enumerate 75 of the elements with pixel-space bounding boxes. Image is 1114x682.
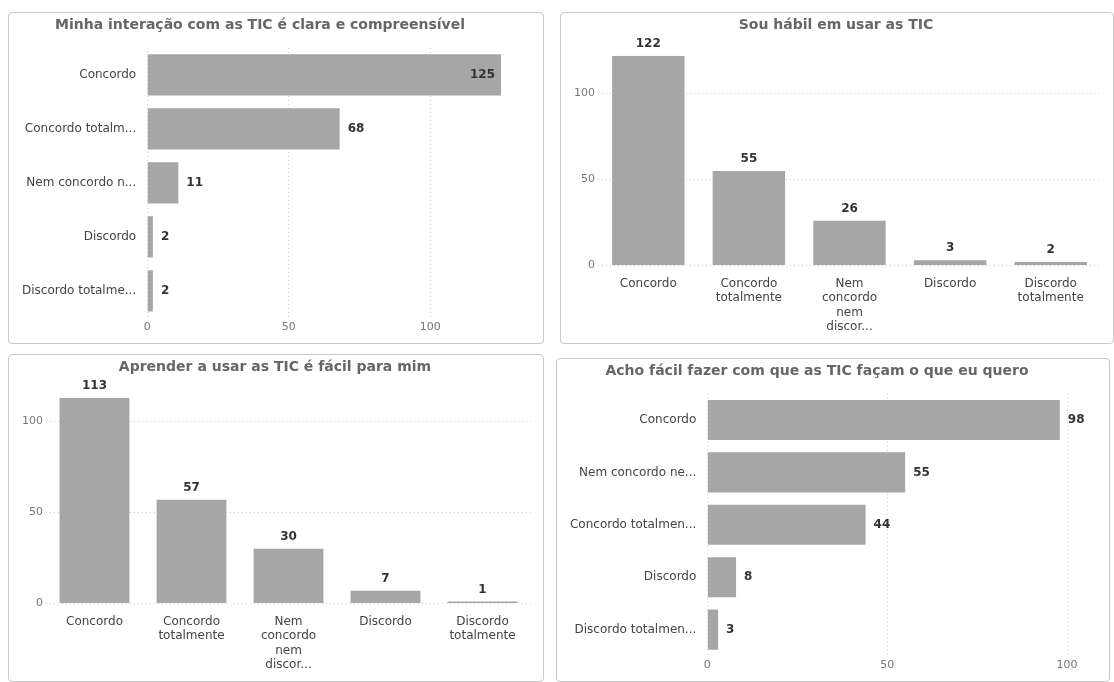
data-label: 2 [1046, 242, 1055, 257]
data-label: 68 [347, 120, 365, 135]
bar [913, 260, 987, 265]
bar [712, 170, 786, 265]
x-tick-label: Concordo totalmente [158, 613, 225, 643]
data-label: 3 [726, 621, 735, 636]
bar [59, 397, 130, 603]
x-tick-label: Concordo totalmente [715, 275, 783, 305]
chart-title: Acho fácil fazer com que as TIC façam o que eu quero [605, 362, 1029, 379]
y-tick-label: Nem concordo n... [26, 174, 137, 189]
bar [147, 54, 501, 96]
bar [147, 216, 153, 258]
x-tick-label: 0 [703, 658, 711, 672]
y-tick-label: Concordo [639, 412, 697, 427]
data-label: 125 [469, 66, 495, 81]
x-tick-label: 0 [143, 320, 151, 334]
y-tick-label: Discordo totalme... [22, 282, 137, 297]
y-tick-label: Discordo [643, 569, 697, 584]
y-tick-label: Discordo totalmen... [574, 621, 697, 636]
data-label: 98 [1067, 412, 1085, 427]
x-tick-label: Nem concordo nem discor... [821, 275, 878, 333]
x-tick-label: 100 [1056, 658, 1078, 672]
bar [147, 162, 179, 204]
data-label: 2 [160, 282, 170, 297]
bar [813, 220, 886, 265]
y-tick-label: 50 [29, 505, 43, 519]
y-tick-label: Discordo [83, 228, 137, 243]
data-label: 11 [186, 174, 204, 189]
bar [253, 548, 324, 603]
y-tick-label: Nem concordo ne... [579, 464, 697, 479]
bar [707, 557, 737, 598]
data-label: 30 [280, 528, 297, 543]
bar [612, 55, 685, 265]
data-label: 113 [81, 377, 108, 392]
data-label: 8 [744, 569, 753, 584]
y-tick-label: 0 [36, 596, 43, 610]
data-label: 122 [635, 35, 661, 50]
y-tick-label: 0 [588, 258, 595, 272]
x-tick-label: Nem concordo nem discor... [260, 613, 317, 671]
x-tick-label: 50 [281, 320, 296, 334]
data-label: 55 [913, 464, 930, 479]
y-tick-label: Concordo totalmen... [569, 516, 697, 531]
data-label: 1 [478, 581, 487, 596]
data-label: 2 [160, 228, 170, 243]
bar [350, 590, 421, 603]
x-tick-label: Concordo [619, 275, 677, 290]
chart-title: Sou hábil em usar as TIC [738, 16, 934, 33]
chart-title: Minha interação com as TIC é clara e compreensível [55, 16, 465, 33]
bar [707, 452, 906, 493]
data-label: 44 [873, 516, 891, 531]
bar [707, 609, 719, 650]
data-label: 55 [740, 151, 758, 166]
x-tick-label: 50 [880, 658, 895, 672]
y-tick-label: Concordo [79, 66, 137, 81]
data-label: 7 [381, 570, 390, 585]
data-label: 57 [183, 479, 200, 494]
bar [147, 108, 340, 150]
y-tick-label: 100 [574, 86, 595, 100]
bar [147, 270, 153, 312]
data-label: 26 [841, 200, 858, 215]
y-tick-label: 100 [22, 414, 43, 428]
x-tick-label: Concordo [66, 613, 123, 628]
x-tick-label: Discordo [923, 275, 977, 290]
bar [1014, 261, 1087, 265]
bar [707, 504, 866, 545]
y-tick-label: Concordo totalm... [24, 120, 137, 135]
y-tick-label: 50 [581, 172, 595, 186]
x-tick-label: Discordo [359, 613, 412, 628]
x-tick-label: Discordo totalmente [449, 613, 516, 643]
bar [707, 399, 1060, 441]
data-label: 3 [945, 240, 955, 255]
x-tick-label: Discordo totalmente [1017, 275, 1084, 305]
x-tick-label: 100 [419, 320, 441, 334]
bar [156, 499, 227, 603]
chart-title: Aprender a usar as TIC é fácil para mim [118, 358, 432, 375]
